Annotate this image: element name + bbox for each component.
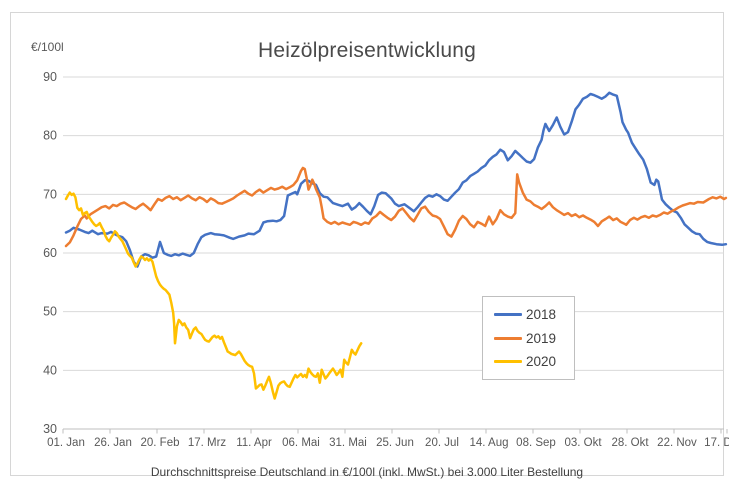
y-axis-tick-label: 50 bbox=[43, 305, 57, 319]
series-line-2020 bbox=[64, 191, 363, 400]
x-axis-tick-label: 28. Okt bbox=[611, 437, 649, 449]
plot-area: 30 40 50 60 70 80 90 01. Jan 26. Jan 20. Feb 17. M… bbox=[43, 70, 729, 449]
x-axis-tick-label: 20. Jul bbox=[425, 437, 459, 449]
y-axis-tick-label: 80 bbox=[43, 129, 57, 143]
chart-title: Heizölpreisentwicklung bbox=[258, 39, 476, 62]
y-axis-unit-label: €/100l bbox=[31, 40, 64, 54]
y-axis-tick-label: 70 bbox=[43, 187, 57, 201]
legend-label-2018: 2018 bbox=[526, 307, 557, 323]
x-axis-tick-label: 17. Mrz bbox=[188, 437, 227, 449]
series-line-2019 bbox=[64, 166, 728, 248]
x-axis-tick-label: 26. Jan bbox=[94, 437, 132, 449]
legend-item-2018: 2018 bbox=[483, 307, 574, 322]
x-axis-tick-label: 22. Nov bbox=[657, 437, 697, 449]
x-axis-tick-label: 01. Jan bbox=[47, 437, 85, 449]
x-axis-tick-label: 20. Feb bbox=[141, 437, 180, 449]
x-axis bbox=[62, 428, 728, 434]
x-axis-tick-label: 06. Mai bbox=[282, 437, 320, 449]
x-axis-tick-label: 11. Apr bbox=[236, 437, 272, 449]
legend-label-2019: 2019 bbox=[526, 330, 557, 346]
chart-caption: Durchschnittspreise Deutschland in €/100… bbox=[150, 465, 584, 479]
legend-line-swatch-2018 bbox=[494, 313, 522, 317]
legend-item-2020: 2020 bbox=[483, 354, 574, 369]
legend-line-swatch-2019 bbox=[494, 336, 522, 340]
legend-label-2020: 2020 bbox=[526, 353, 557, 369]
y-axis-tick-label: 40 bbox=[43, 363, 57, 377]
legend: 2018 2019 2020 bbox=[482, 296, 575, 380]
series-line-2018 bbox=[64, 91, 728, 268]
legend-line-swatch-2020 bbox=[494, 359, 522, 363]
x-axis-tick-label: 08. Sep bbox=[516, 437, 556, 449]
x-axis-tick-label: 25. Jun bbox=[376, 437, 414, 449]
x-axis-tick-label: 03. Okt bbox=[564, 437, 602, 449]
x-axis-tick-label: 31. Mai bbox=[329, 437, 367, 449]
x-axis-tick-label: 14. Aug bbox=[469, 437, 508, 449]
chart-border-frame: €/100l Heizölpreisentwicklung 30 40 50 60 70… bbox=[10, 12, 729, 479]
series-lines bbox=[64, 91, 728, 400]
y-axis-tick-label: 60 bbox=[43, 246, 57, 260]
y-axis-tick-label: 90 bbox=[43, 70, 57, 84]
axis-tick-labels: 30 40 50 60 70 80 90 01. Jan 26. Jan 20. Feb 17. M… bbox=[43, 70, 729, 449]
y-axis-tick-label: 30 bbox=[43, 422, 57, 436]
legend-item-2019: 2019 bbox=[483, 331, 574, 346]
x-axis-tick-label: 17. Dez bbox=[704, 437, 729, 449]
